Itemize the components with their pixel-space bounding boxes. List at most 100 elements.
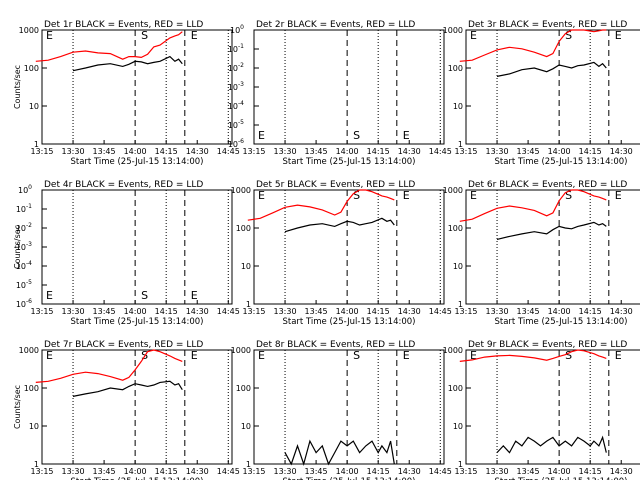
marker-label: E (46, 349, 53, 362)
x-tick-label: 14:45 (429, 147, 452, 156)
marker-label: E (403, 349, 410, 362)
series-lld-line (35, 349, 183, 383)
y-tick-label: 1 (246, 300, 251, 309)
y-tick-label: 10-1 (16, 203, 32, 214)
marker-label: E (191, 289, 198, 302)
y-tick-label: 10 (453, 422, 463, 431)
marker-label: E (470, 29, 477, 42)
marker-label: E (403, 189, 410, 202)
marker-label: E (403, 129, 410, 142)
plot-frame (465, 349, 640, 465)
y-tick-label: 100 (448, 64, 463, 73)
y-tick-label: 10 (29, 102, 39, 111)
x-tick-label: 13:15 (454, 147, 477, 156)
x-tick-label: 13:30 (62, 147, 85, 156)
x-tick-label: 14:30 (610, 307, 633, 316)
x-tick-label: 14:00 (548, 467, 571, 476)
axis-xlabel: Start Time (25-Jul-15 13:14:00) (495, 157, 628, 167)
chart-panel: Det 8r BLACK = Events, RED = LLD Start Ti… (231, 340, 452, 480)
x-tick-label: 13:15 (30, 467, 53, 476)
x-tick-label: 13:15 (242, 467, 265, 476)
y-tick-label: 1 (34, 140, 39, 149)
y-tick-label: 1000 (19, 26, 39, 35)
marker-label: S (141, 29, 148, 42)
y-tick-label: 10 (453, 262, 463, 271)
y-tick-label: 1 (34, 460, 39, 469)
marker-label: S (565, 189, 572, 202)
x-tick-label: 13:45 (517, 307, 540, 316)
y-tick-label: 1000 (19, 346, 39, 355)
series-events-line (496, 61, 607, 77)
chart-panel: Det 1r BLACK = Events, RED = LLD Counts/s… (13, 20, 240, 167)
chart-title: Det 4r BLACK = Events, RED = LLD (44, 180, 203, 190)
series-lld-line (459, 29, 607, 62)
y-tick-label: 100 (448, 384, 463, 393)
y-tick-label: 10-6 (16, 298, 32, 309)
y-tick-label: 10-2 (228, 62, 244, 73)
x-tick-label: 13:45 (305, 147, 328, 156)
axis-xlabel: Start Time (25-Jul-15 13:14:00) (71, 157, 204, 167)
y-tick-label: 100 (18, 184, 32, 195)
x-tick-label: 14:30 (186, 467, 209, 476)
y-tick-label: 100 (24, 384, 39, 393)
marker-label: E (470, 189, 477, 202)
x-tick-label: 13:15 (242, 147, 265, 156)
marker-label: E (191, 349, 198, 362)
x-tick-label: 14:30 (610, 467, 633, 476)
y-tick-label: 1 (458, 140, 463, 149)
y-tick-label: 10-4 (16, 260, 32, 271)
axis-xlabel: Start Time (25-Jul-15 13:14:00) (495, 317, 628, 327)
chart-panel: Det 7r BLACK = Events, RED = LLD Counts/s… (13, 340, 240, 480)
marker-label: E (615, 349, 622, 362)
axis-ylabel: Counts/sec (13, 65, 22, 109)
x-tick-label: 14:00 (124, 147, 147, 156)
chart-title: Det 7r BLACK = Events, RED = LLD (44, 340, 203, 350)
axis-xlabel: Start Time (25-Jul-15 13:14:00) (71, 477, 204, 480)
series-events-line (284, 439, 395, 467)
x-tick-label: 13:15 (454, 467, 477, 476)
y-tick-label: 10 (29, 422, 39, 431)
x-tick-label: 14:30 (186, 147, 209, 156)
marker-label: E (615, 189, 622, 202)
y-tick-label: 10-1 (228, 43, 244, 54)
y-tick-label: 10-4 (228, 100, 244, 111)
series-lld-line (459, 349, 607, 362)
plot-frame (41, 349, 233, 465)
x-tick-label: 13:45 (517, 467, 540, 476)
x-tick-label: 13:15 (30, 307, 53, 316)
axis-ylabel: Counts/sec (13, 385, 22, 429)
plot-frame (465, 189, 640, 305)
axis-ylabel: Counts/sec (13, 225, 22, 269)
x-tick-label: 13:45 (93, 147, 116, 156)
y-tick-label: 1000 (443, 26, 463, 35)
plot-frame (253, 189, 445, 305)
x-tick-label: 14:45 (217, 307, 240, 316)
y-tick-label: 10 (241, 422, 251, 431)
marker-label: S (353, 349, 360, 362)
x-tick-label: 14:00 (336, 307, 359, 316)
y-tick-label: 10-6 (228, 138, 244, 149)
y-tick-label: 100 (448, 224, 463, 233)
marker-label: S (565, 29, 572, 42)
y-tick-label: 10 (453, 102, 463, 111)
x-tick-label: 14:30 (398, 147, 421, 156)
x-tick-label: 14:00 (124, 307, 147, 316)
plot-frame (41, 29, 233, 145)
x-tick-label: 14:00 (336, 147, 359, 156)
chart-title: Det 8r BLACK = Events, RED = LLD (256, 340, 415, 350)
y-tick-label: 1000 (231, 346, 251, 355)
x-tick-label: 13:30 (274, 467, 297, 476)
y-tick-label: 10-5 (228, 119, 244, 130)
marker-label: S (141, 289, 148, 302)
series-events-line (496, 435, 607, 454)
x-tick-label: 13:45 (305, 307, 328, 316)
x-tick-label: 13:30 (62, 307, 85, 316)
x-tick-label: 14:15 (155, 467, 178, 476)
chart-panel: Det 9r BLACK = Events, RED = LLD Start Ti… (443, 340, 640, 480)
x-tick-label: 14:00 (548, 147, 571, 156)
x-tick-label: 14:30 (186, 307, 209, 316)
marker-label: S (353, 129, 360, 142)
marker-label: E (258, 129, 265, 142)
x-tick-label: 14:30 (610, 147, 633, 156)
